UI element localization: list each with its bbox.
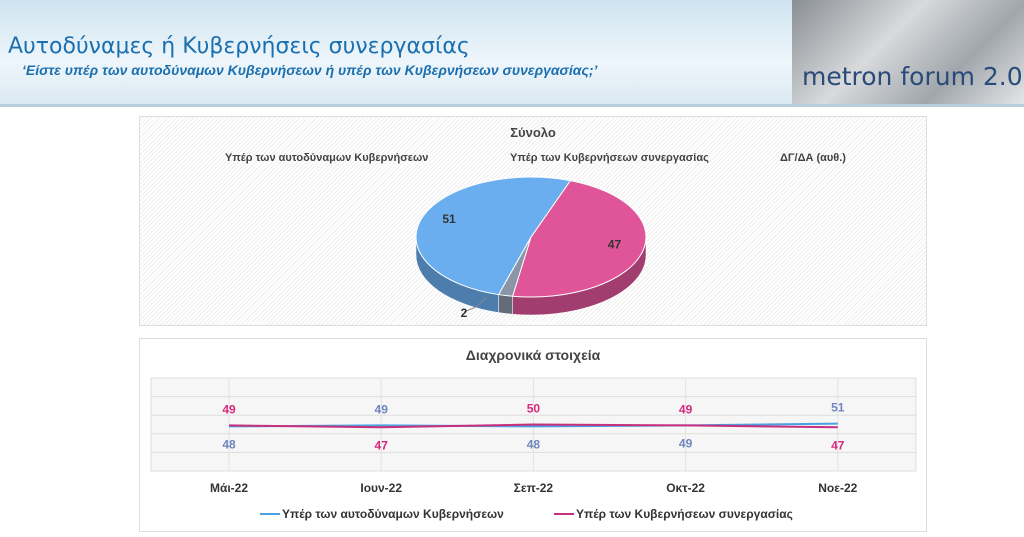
series-line xyxy=(228,423,838,429)
x-tick-label: Μάι-22 xyxy=(210,481,248,495)
data-label: 47 xyxy=(831,438,845,452)
line-chart-title: Διαχρονικά στοιχεία xyxy=(465,347,601,363)
data-label: 49 xyxy=(222,402,236,416)
legend-item-dk: ΔΓ/ΔΑ (αυθ.) xyxy=(780,152,846,164)
pie-slice xyxy=(415,176,572,296)
x-tick-label: Νοε-22 xyxy=(818,481,857,495)
page-subtitle: ‘Είστε υπέρ των αυτοδύναμων Κυβερνήσεων … xyxy=(22,62,598,78)
legend-label: Υπέρ των Κυβερνήσεων συνεργασίας xyxy=(576,507,793,521)
x-tick-label: Οκτ-22 xyxy=(666,481,705,495)
metron-forum-logo: metron forum 2.0 xyxy=(792,0,1024,104)
data-label: 48 xyxy=(222,437,236,451)
legend-item-coalition: Υπέρ των Κυβερνήσεων συνεργασίας xyxy=(510,152,709,164)
data-label: 49 xyxy=(679,402,693,416)
legend-label: Υπέρ των αυτοδύναμων Κυβερνήσεων xyxy=(282,507,504,521)
data-label: 51 xyxy=(831,401,845,415)
pie-data-label: 51 xyxy=(442,212,456,226)
pie-data-label: 47 xyxy=(608,237,622,251)
data-label: 49 xyxy=(679,436,693,450)
data-label: 48 xyxy=(527,437,541,451)
line-chart-panel: Διαχρονικά στοιχεία Μάι-22 Ιουν-22 Σεπ-22 Ο… xyxy=(139,338,927,532)
header-banner: Αυτοδύναμες ή Κυβερνήσεις συνεργασίας ‘Ε… xyxy=(0,0,1024,107)
page-title: Αυτοδύναμες ή Κυβερνήσεις συνεργασίας xyxy=(8,34,470,59)
pie-chart-title: Σύνολο xyxy=(510,125,556,140)
logo-text: metron forum 2.0 xyxy=(802,62,1023,91)
line-svg: Μάι-22 Ιουν-22 Σεπ-22 Οκτ-22 Νοε-22 48 49 48 49 5… xyxy=(150,377,917,521)
pie-side xyxy=(498,294,513,315)
pie-data-label: 2 xyxy=(461,306,468,320)
data-label: 49 xyxy=(375,402,389,416)
x-tick-label: Ιουν-22 xyxy=(360,481,402,495)
data-label: 50 xyxy=(527,402,541,416)
pie-slice xyxy=(511,180,647,298)
pie-leader-line xyxy=(463,296,488,313)
pie-svg: 47 2 51 xyxy=(415,176,647,320)
pie-chart-panel: Σύνολο Υπέρ των αυτοδύναμων Κυβερνήσεων … xyxy=(139,116,927,326)
x-tick-label: Σεπ-22 xyxy=(514,481,554,495)
data-label: 47 xyxy=(375,438,389,452)
legend-item-autonomous: Υπέρ των αυτοδύναμων Κυβερνήσεων xyxy=(225,152,429,164)
